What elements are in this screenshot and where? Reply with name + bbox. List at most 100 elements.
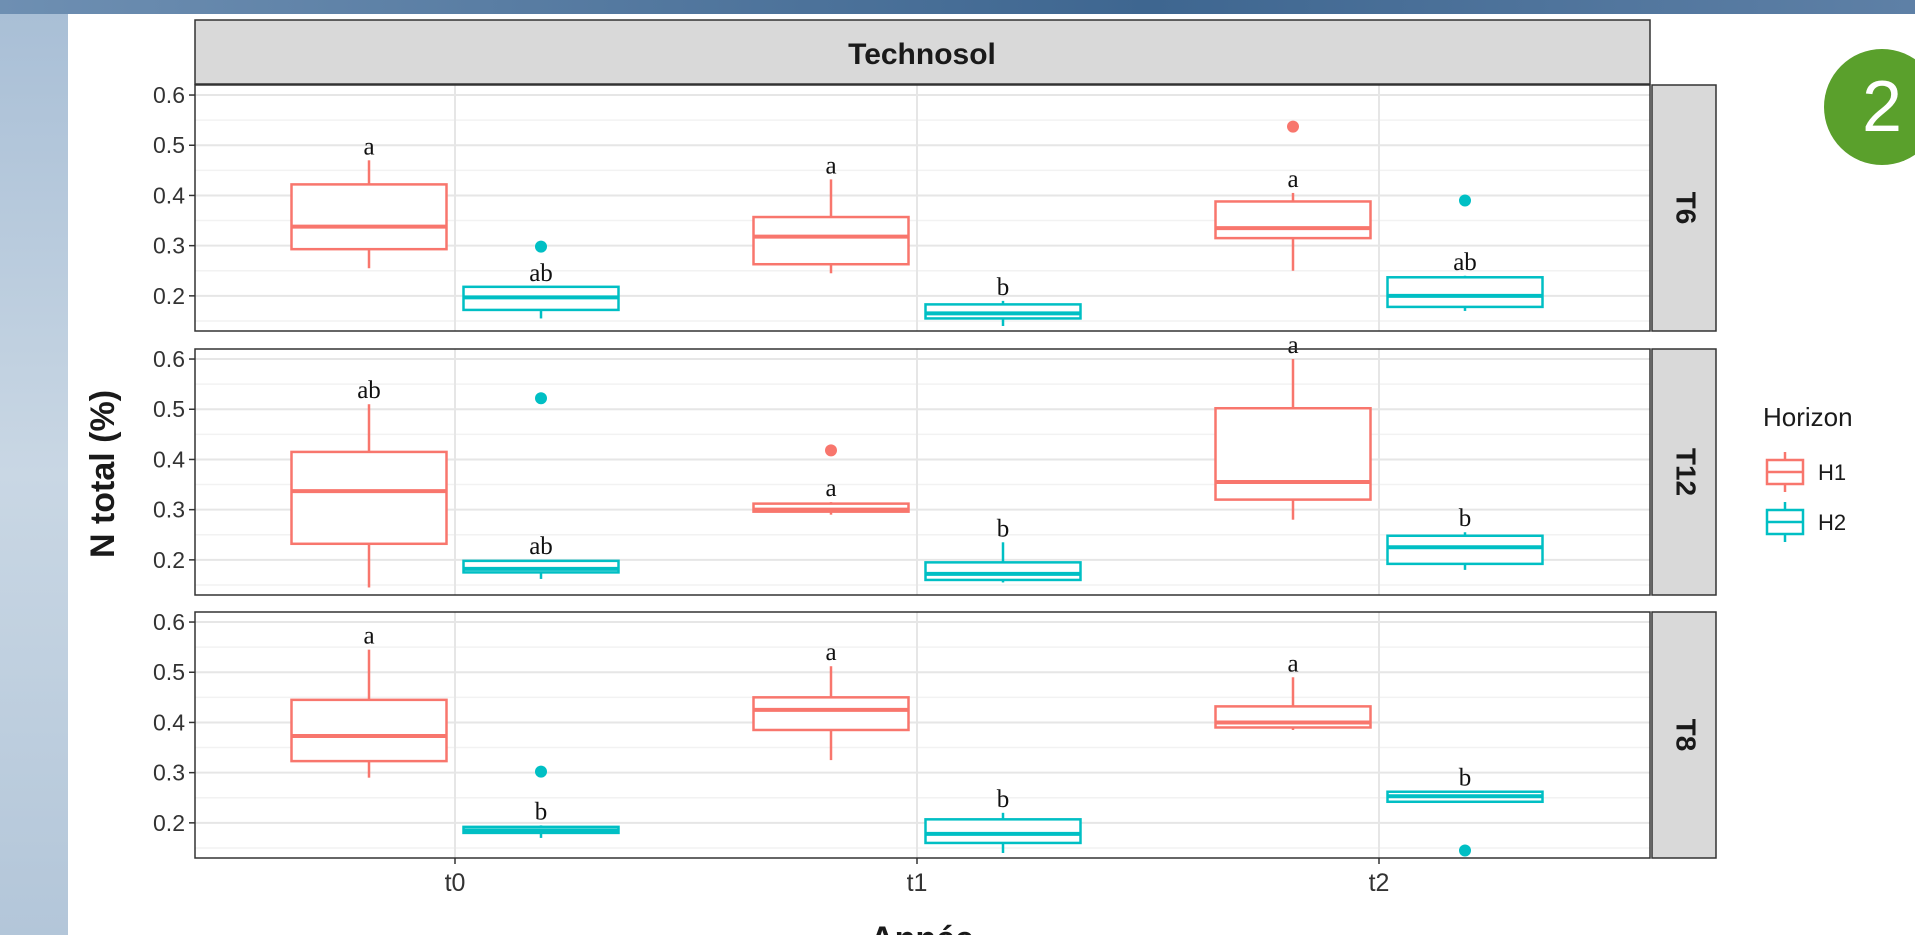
significance-letter: a (1287, 650, 1298, 677)
box-t8-t1-h1: a (752, 639, 910, 761)
iqr-box (752, 696, 910, 732)
iqr-box (290, 698, 448, 763)
y-tick-label: 0.5 (153, 396, 185, 422)
box-t6-t0-h2: ab (462, 240, 620, 319)
box-t12-t1-h2: b (924, 515, 1082, 583)
box-t6-t1-h1: a (752, 152, 910, 274)
significance-letter: a (1287, 332, 1298, 359)
outlier-point (825, 444, 837, 457)
y-tick-label: 0.4 (153, 182, 185, 208)
iqr-box (924, 561, 1082, 582)
y-tick-label: 0.3 (153, 497, 185, 523)
left-background-strip (0, 14, 68, 935)
iqr-box (290, 183, 448, 251)
box-t6-t2-h2: ab (1386, 194, 1544, 311)
iqr-box (290, 450, 448, 546)
legend: Horizon H1 H2 (1763, 402, 1853, 542)
outlier-point (1287, 120, 1299, 133)
iqr-box (924, 303, 1082, 320)
facet-title: Technosol (848, 38, 996, 71)
box-t12-t0-h2: ab (462, 392, 620, 579)
significance-letter: b (535, 798, 548, 825)
x-tick-label: t1 (907, 869, 928, 897)
significance-letter: a (825, 152, 836, 179)
y-tick-label: 0.3 (153, 760, 185, 786)
iqr-box (462, 559, 620, 574)
iqr-box (1214, 406, 1372, 501)
iqr-box (1386, 276, 1544, 309)
chart-panel: Technosol 0.2 0.3 0.4 0.5 0.6 a ab a b a ab T6 0.2 0.… (68, 14, 1915, 935)
iqr-box (1214, 200, 1372, 240)
y-axis-title: N total (%) (84, 390, 122, 558)
significance-letter: b (997, 274, 1010, 301)
y-tick-label: 0.4 (153, 709, 185, 735)
y-tick-label: 0.2 (153, 547, 185, 573)
x-axis: Année t0 t1 t2 (445, 858, 1390, 935)
x-tick-label: t2 (1369, 869, 1390, 897)
box-t6-t2-h1: a (1214, 120, 1372, 271)
outlier-point (535, 765, 547, 778)
significance-letter: ab (1453, 249, 1477, 276)
facet-strip-t8: T8 (1651, 611, 1717, 859)
iqr-box (924, 818, 1082, 845)
legend-label: H2 (1818, 510, 1846, 535)
iqr-box (752, 502, 910, 513)
significance-letter: b (997, 515, 1010, 542)
significance-letter: ab (529, 260, 553, 287)
top-border-bar (0, 0, 1915, 14)
box-t8-t0-h2: b (462, 765, 620, 838)
outlier-point (1459, 844, 1471, 857)
box-t8-t2-h2: b (1386, 765, 1544, 857)
box-t8-t0-h1: a (290, 623, 448, 778)
significance-letter: ab (529, 533, 553, 560)
box-t12-t2-h2: b (1386, 505, 1544, 570)
box-t6-t1-h2: b (924, 274, 1082, 326)
y-tick-label: 0.2 (153, 810, 185, 836)
x-axis-title: Année (870, 920, 974, 935)
facet-strip-t12: T12 (1651, 348, 1717, 596)
significance-letter: a (363, 623, 374, 650)
strip-background (1651, 611, 1717, 859)
y-tick-label: 0.6 (153, 82, 185, 108)
legend-label: H1 (1818, 460, 1846, 485)
strip-label: T8 (1671, 719, 1702, 752)
significance-letter: b (1459, 505, 1472, 532)
panel-border (194, 348, 1651, 596)
panel-t8: 0.2 0.3 0.4 0.5 0.6 a b a b a b T8 (153, 609, 1717, 859)
significance-letter: a (363, 133, 374, 160)
outlier-point (535, 392, 547, 405)
facet-strip-t6: T6 (1651, 84, 1717, 332)
y-tick-label: 0.5 (153, 132, 185, 158)
outlier-point (1459, 194, 1471, 207)
legend-item-h1: H1 (1765, 452, 1846, 492)
panel-border (194, 611, 1651, 859)
iqr-box (1386, 534, 1544, 566)
significance-letter: b (1459, 765, 1472, 792)
y-tick-label: 0.5 (153, 659, 185, 685)
box-t8-t2-h1: a (1214, 650, 1372, 730)
significance-letter: a (825, 475, 836, 502)
iqr-box (752, 215, 910, 266)
strip-label: T6 (1671, 192, 1702, 225)
facet-strip: Technosol (194, 19, 1651, 85)
x-tick-label: t0 (445, 869, 466, 897)
box-t12-t1-h1: a (752, 444, 910, 515)
facet-panels: 0.20.30.40.50.6aababaabT60.20.30.40.50.6… (153, 82, 1717, 859)
y-tick-label: 0.4 (153, 446, 185, 472)
boxplot-chart: Technosol 0.20.30.40.50.6aababaabT60.20.… (84, 19, 1853, 935)
legend-item-h2: H2 (1765, 502, 1846, 542)
legend-title: Horizon (1763, 402, 1853, 432)
y-tick-label: 0.3 (153, 233, 185, 259)
significance-letter: b (997, 786, 1010, 813)
strip-background (1651, 348, 1717, 596)
y-tick-label: 0.2 (153, 283, 185, 309)
significance-letter: a (1287, 166, 1298, 193)
strip-label: T12 (1671, 448, 1702, 496)
box-t12-t2-h1: a (1214, 332, 1372, 520)
panel-border (194, 84, 1651, 332)
box-t12-t0-h1: ab (290, 377, 448, 588)
box-t6-t0-h1: a (290, 133, 448, 269)
significance-letter: ab (357, 377, 381, 404)
